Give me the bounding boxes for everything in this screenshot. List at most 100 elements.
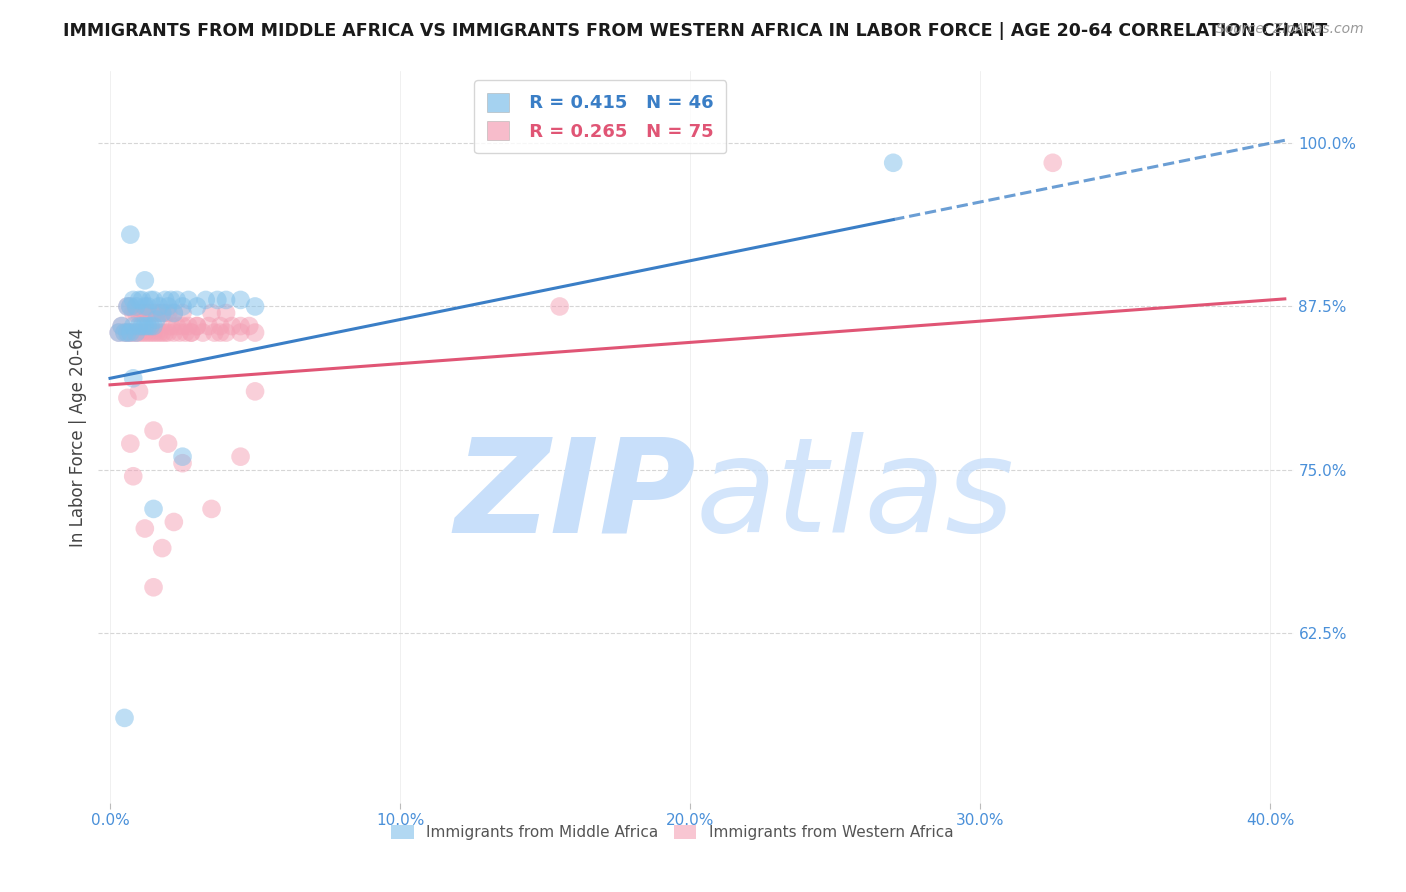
Point [131, 319, 153, 334]
Point [221, 319, 243, 334]
Point [148, 300, 170, 314]
Point [166, 319, 188, 334]
Point [186, 319, 208, 334]
Point [128, 293, 150, 307]
Point [139, 306, 162, 320]
Point [114, 326, 136, 340]
Point [177, 319, 200, 334]
Point [122, 371, 145, 385]
Point [204, 326, 226, 340]
Point [229, 326, 252, 340]
Point [134, 273, 156, 287]
Point [207, 293, 229, 307]
Point [157, 326, 180, 340]
Point [114, 326, 136, 340]
Point [238, 319, 260, 334]
Point [200, 306, 222, 320]
Point [142, 580, 165, 594]
Point [243, 326, 266, 340]
Point [139, 293, 162, 307]
Point [142, 306, 165, 320]
Point [128, 384, 150, 399]
Point [142, 424, 165, 438]
Point [186, 300, 208, 314]
Point [180, 326, 202, 340]
Point [177, 293, 200, 307]
Point [186, 319, 208, 334]
Text: IMMIGRANTS FROM MIDDLE AFRICA VS IMMIGRANTS FROM WESTERN AFRICA IN LABOR FORCE |: IMMIGRANTS FROM MIDDLE AFRICA VS IMMIGRA… [63, 22, 1327, 40]
Point [172, 450, 194, 464]
Y-axis label: In Labor Force | Age 20-64: In Labor Force | Age 20-64 [69, 327, 87, 547]
Point [107, 326, 129, 340]
Point [128, 306, 150, 320]
Point [150, 306, 173, 320]
Point [120, 436, 142, 450]
Point [122, 326, 145, 340]
Point [172, 300, 194, 314]
Point [215, 326, 238, 340]
Text: atlas: atlas [696, 432, 1015, 559]
Point [243, 300, 266, 314]
Point [142, 502, 165, 516]
Point [1042, 155, 1064, 169]
Point [117, 326, 139, 340]
Point [131, 306, 153, 320]
Point [243, 384, 266, 399]
Point [111, 319, 134, 334]
Point [153, 306, 176, 320]
Point [145, 306, 167, 320]
Point [153, 326, 176, 340]
Point [111, 319, 134, 334]
Point [163, 326, 186, 340]
Point [134, 306, 156, 320]
Text: ZIP: ZIP [454, 432, 696, 559]
Point [117, 391, 139, 405]
Point [163, 306, 186, 320]
Point [145, 326, 167, 340]
Point [136, 319, 159, 334]
Point [215, 293, 238, 307]
Point [136, 300, 159, 314]
Point [229, 319, 252, 334]
Point [150, 326, 173, 340]
Point [882, 155, 904, 169]
Point [172, 319, 194, 334]
Point [157, 300, 180, 314]
Point [131, 326, 153, 340]
Point [142, 326, 165, 340]
Point [191, 326, 214, 340]
Point [120, 300, 142, 314]
Point [153, 293, 176, 307]
Point [125, 326, 148, 340]
Point [215, 306, 238, 320]
Point [160, 319, 183, 334]
Point [120, 300, 142, 314]
Point [209, 319, 232, 334]
Point [122, 469, 145, 483]
Point [157, 306, 180, 320]
Point [120, 227, 142, 242]
Point [163, 306, 186, 320]
Point [134, 326, 156, 340]
Point [180, 326, 202, 340]
Point [134, 522, 156, 536]
Point [125, 300, 148, 314]
Point [200, 502, 222, 516]
Point [148, 326, 170, 340]
Point [166, 293, 188, 307]
Point [117, 300, 139, 314]
Point [120, 326, 142, 340]
Point [128, 326, 150, 340]
Point [163, 515, 186, 529]
Point [122, 293, 145, 307]
Point [139, 319, 162, 334]
Point [125, 306, 148, 320]
Point [120, 326, 142, 340]
Point [136, 306, 159, 320]
Point [197, 319, 219, 334]
Point [148, 306, 170, 320]
Point [194, 293, 217, 307]
Point [134, 319, 156, 334]
Point [160, 293, 183, 307]
Point [172, 306, 194, 320]
